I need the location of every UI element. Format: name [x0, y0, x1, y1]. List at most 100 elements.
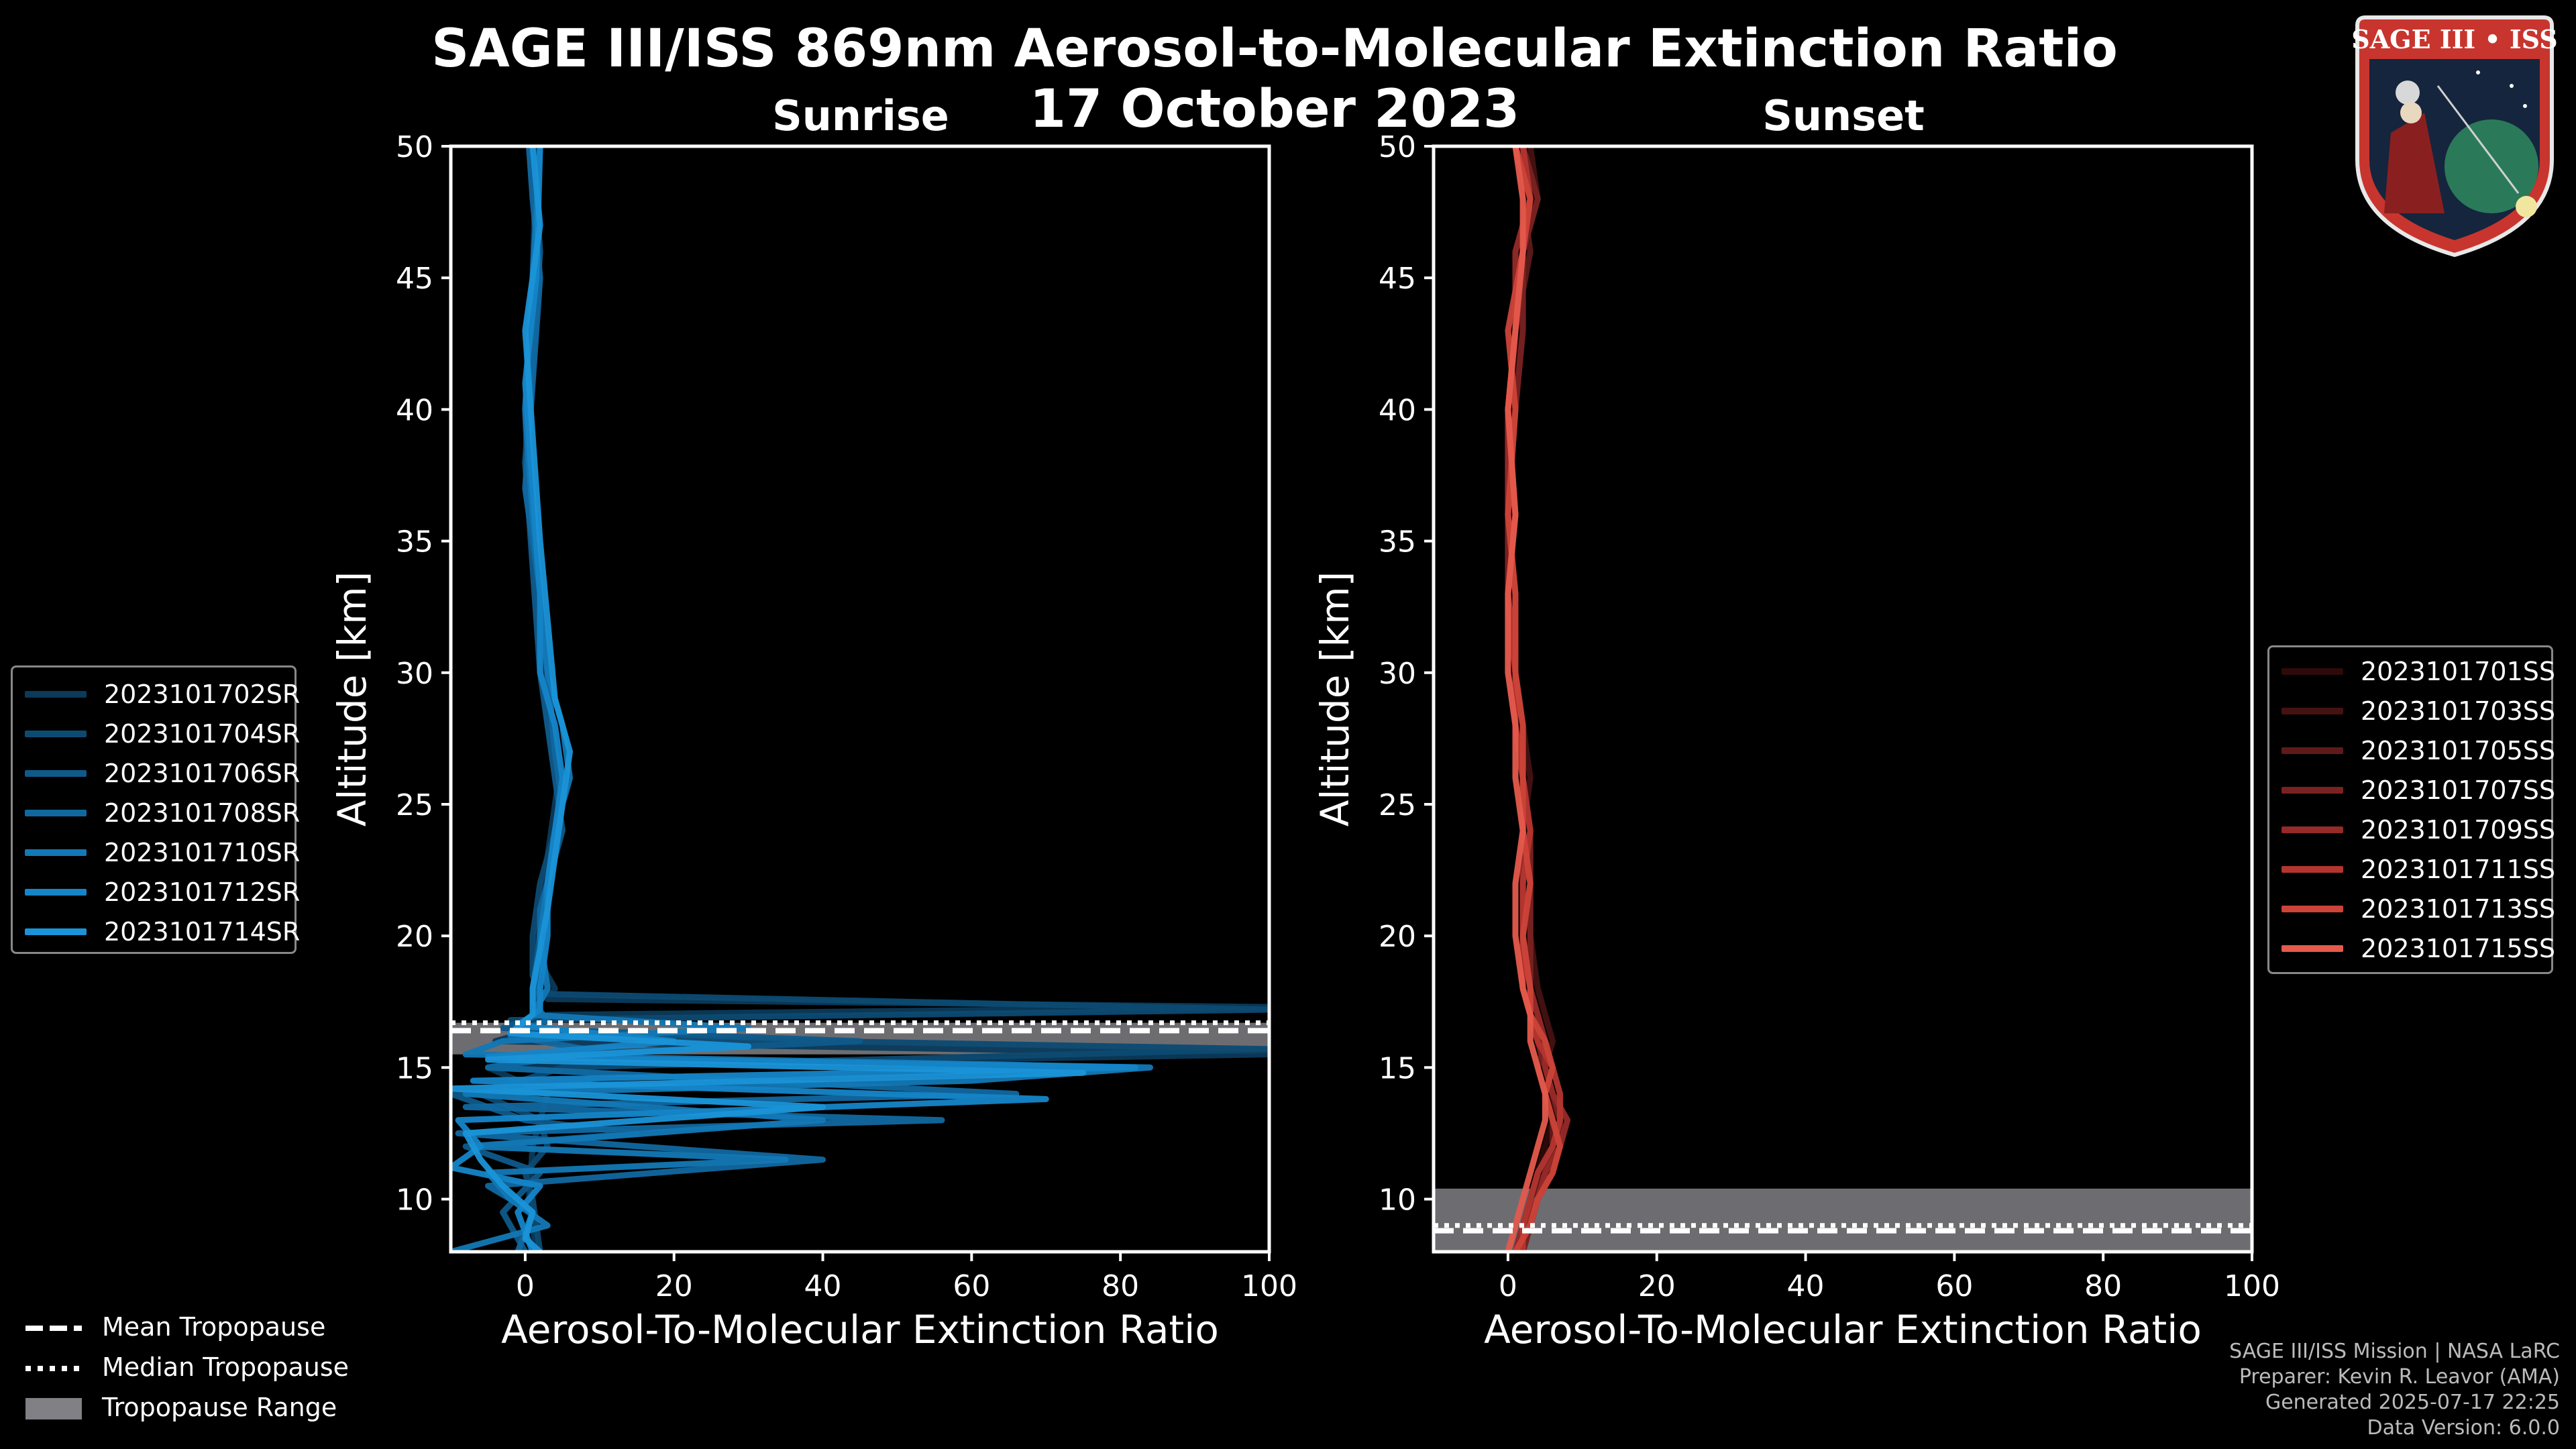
- badge-title: SAGE III • ISS: [2351, 24, 2558, 54]
- sunrise-panel-title: Sunrise: [772, 91, 949, 140]
- legend-label: 2023101702SR: [104, 680, 301, 709]
- badge-artwork: [2355, 15, 2554, 258]
- y-tick-label: 10: [1379, 1183, 1416, 1218]
- sunrise-panel: 0 20 40 60 80 100 10 15 20 25 30 35 40 45 50 Aerosol-To…: [329, 130, 1297, 1352]
- x-tick-label: 100: [1241, 1269, 1297, 1303]
- tropopause-legend-swatches: [25, 1326, 82, 1419]
- x-tick-label: 80: [1102, 1269, 1139, 1303]
- y-tick-label: 25: [396, 788, 433, 822]
- legend-item: 2023101714SR: [13, 913, 300, 951]
- median-tropopause-label: Median Tropopause: [102, 1352, 349, 1382]
- legend-swatch: [25, 810, 87, 816]
- y-tick-label: 30: [396, 657, 433, 691]
- y-tick-label: 50: [1379, 130, 1416, 164]
- figure-title-line1: SAGE III/ISS 869nm Aerosol-to-Molecular …: [431, 19, 2118, 79]
- legend-label: 2023101704SR: [104, 719, 301, 749]
- x-tick-label: 40: [804, 1269, 842, 1303]
- legend-swatch: [25, 731, 87, 737]
- legend-item: 2023101706SR: [13, 755, 300, 792]
- series-lines: [451, 146, 1269, 1252]
- legend-item: 2023101703SS: [2269, 692, 2555, 730]
- legend-label: 2023101711SS: [2361, 855, 2556, 884]
- legend-label: 2023101714SR: [104, 917, 301, 947]
- x-tick-label: 0: [516, 1269, 535, 1303]
- legend-label: 2023101707SS: [2361, 775, 2556, 805]
- legend-swatch: [25, 928, 87, 935]
- y-tick-label: 15: [396, 1051, 433, 1085]
- legend-label: 2023101710SR: [104, 838, 301, 867]
- figure-title-line2: 17 October 2023: [1029, 79, 1520, 140]
- legend-swatch: [2282, 708, 2343, 714]
- legend-label: 2023101701SS: [2361, 657, 2556, 686]
- legend-swatch: [2282, 866, 2343, 873]
- legend-swatch: [2282, 668, 2343, 675]
- y-tick-label: 20: [1379, 920, 1416, 954]
- x-tick-label: 0: [1499, 1269, 1517, 1303]
- x-tick-label: 100: [2224, 1269, 2280, 1303]
- y-tick-label: 10: [396, 1183, 433, 1218]
- y-tick-label: 15: [1379, 1051, 1416, 1085]
- legend-item: 2023101715SS: [2269, 930, 2555, 967]
- x-axis-label: Aerosol-To-Molecular Extinction Ratio: [501, 1307, 1219, 1352]
- plot-frame: [1432, 144, 2254, 1254]
- legend-item: 2023101701SS: [2269, 653, 2555, 690]
- credits: SAGE III/ISS Mission | NASA LaRC Prepare…: [2229, 1339, 2560, 1441]
- legend-label: 2023101709SS: [2361, 815, 2556, 845]
- legend-label: 2023101703SS: [2361, 696, 2556, 726]
- tropopause-legend: Mean Tropopause Median Tropopause Tropop…: [13, 1308, 389, 1436]
- legend-item: 2023101711SS: [2269, 851, 2555, 888]
- legend-label: 2023101715SS: [2361, 934, 2556, 963]
- legend-item: 2023101710SR: [13, 834, 300, 871]
- x-tick-label: 40: [1787, 1269, 1825, 1303]
- series-lines: [1505, 146, 1571, 1252]
- y-tick-label: 35: [1379, 525, 1416, 559]
- mean-tropopause-label: Mean Tropopause: [102, 1312, 326, 1342]
- x-tick-label: 80: [2084, 1269, 2122, 1303]
- series-line-2023101712SR: [451, 146, 1138, 1252]
- legend-swatch: [2282, 945, 2343, 952]
- credits-line: SAGE III/ISS Mission | NASA LaRC: [2229, 1340, 2560, 1363]
- legend-swatch: [25, 770, 87, 777]
- x-tick-label: 20: [655, 1269, 693, 1303]
- legend-swatch: [25, 889, 87, 896]
- y-tick-label: 35: [396, 525, 433, 559]
- legend-swatch: [2282, 826, 2343, 833]
- legend-item: 2023101709SS: [2269, 811, 2555, 849]
- x-tick-label: 60: [953, 1269, 990, 1303]
- legend-label: 2023101705SS: [2361, 736, 2556, 765]
- legend-item: 2023101702SR: [13, 676, 300, 713]
- legend-label: 2023101713SS: [2361, 894, 2556, 924]
- tropopause-range-label: Tropopause Range: [102, 1393, 337, 1422]
- plot-frame: [449, 144, 1271, 1254]
- x-tick-label: 60: [1935, 1269, 1973, 1303]
- y-axis-label: Altitude [km]: [329, 572, 375, 826]
- y-tick-label: 40: [1379, 393, 1416, 427]
- sage-mission-badge-icon: SAGE III • ISS: [2344, 12, 2565, 260]
- credits-line: Generated 2025-07-17 22:25: [2265, 1391, 2560, 1414]
- y-axis-label: Altitude [km]: [1312, 572, 1358, 826]
- sunset-panel-title: Sunset: [1762, 91, 1925, 140]
- y-tick-label: 50: [396, 130, 433, 164]
- credits-line: Data Version: 6.0.0: [2367, 1416, 2560, 1440]
- legend-swatch: [25, 691, 87, 698]
- y-tick-label: 20: [396, 920, 433, 954]
- legend-item: 2023101708SR: [13, 794, 300, 832]
- credits-line: Preparer: Kevin R. Leavor (AMA): [2239, 1365, 2560, 1389]
- legend-swatch: [2282, 787, 2343, 794]
- y-tick-label: 45: [396, 262, 433, 296]
- legend-label: 2023101708SR: [104, 798, 301, 828]
- y-tick-label: 25: [1379, 788, 1416, 822]
- x-tick-label: 20: [1638, 1269, 1676, 1303]
- tropopause-range-swatch: [25, 1398, 82, 1419]
- series-line-2023101715SS: [1505, 146, 1548, 1252]
- legend-item: 2023101713SS: [2269, 890, 2555, 928]
- legend-swatch: [2282, 906, 2343, 912]
- y-tick-label: 45: [1379, 262, 1416, 296]
- sunset-legend: 2023101701SS 2023101703SS 2023101705SS 2…: [2267, 645, 2556, 974]
- legend-label: 2023101712SR: [104, 877, 301, 907]
- series-line-2023101713SS: [1505, 146, 1563, 1252]
- legend-item: 2023101707SS: [2269, 771, 2555, 809]
- legend-label: 2023101706SR: [104, 759, 301, 788]
- series-line-2023101714SR: [451, 146, 1087, 1252]
